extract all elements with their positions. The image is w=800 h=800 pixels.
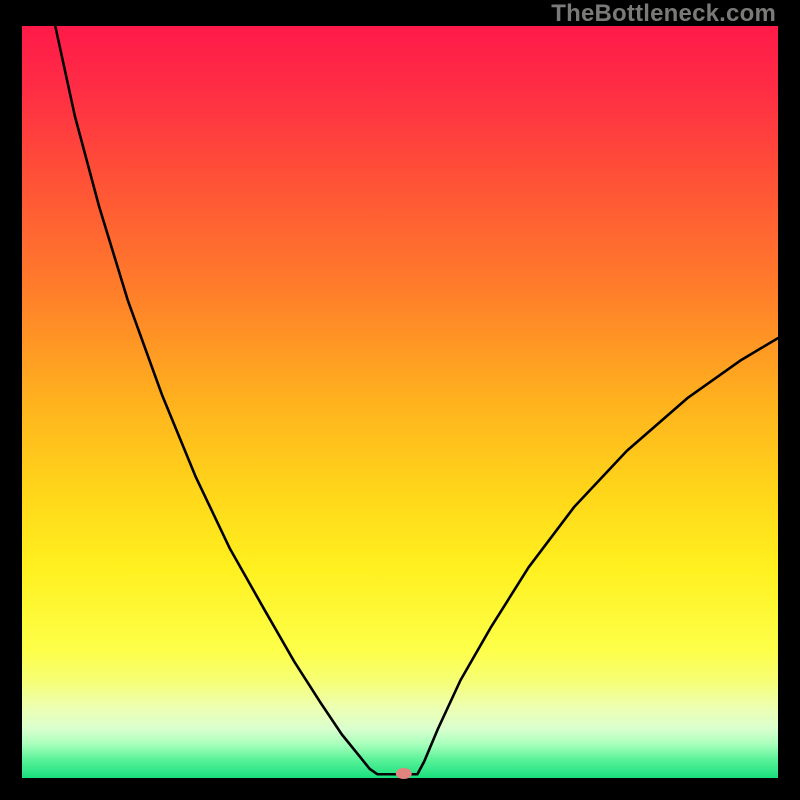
minimum-marker: [396, 768, 412, 779]
chart-svg: [0, 0, 800, 800]
watermark-text: TheBottleneck.com: [551, 0, 776, 28]
chart-plot-area: [22, 26, 778, 778]
bottleneck-chart: TheBottleneck.com: [0, 0, 800, 800]
